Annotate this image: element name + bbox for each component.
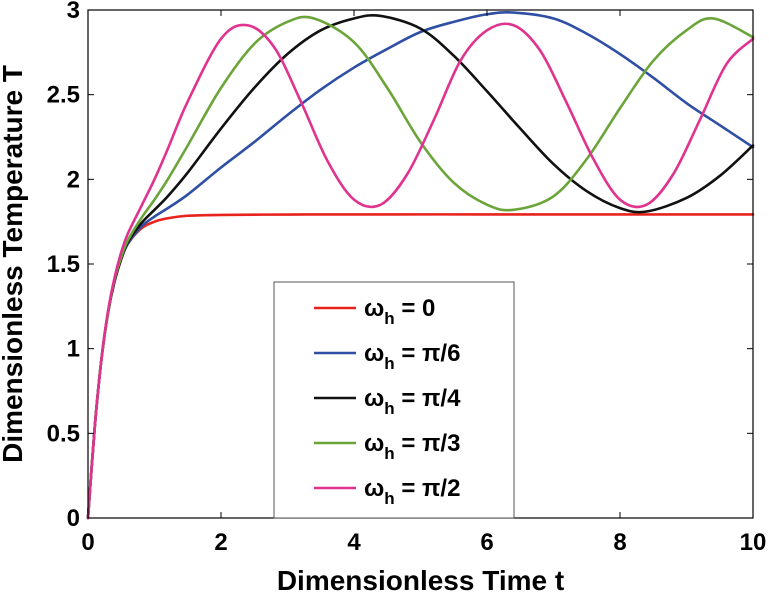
- series-line-4: [86, 22, 755, 520]
- legend: ωh = 0 ωh = π/6 ωh = π/4 ωh = π/3 ωh = π/2: [273, 281, 515, 519]
- y-axis-title: Dimensionless Temperature T: [0, 65, 28, 463]
- legend-label-2: ωh = π/4: [364, 385, 461, 418]
- legend-label-1: ωh = π/6: [364, 340, 460, 373]
- x-tick-label: 0: [81, 529, 94, 556]
- x-tick-label: 6: [480, 529, 493, 556]
- ticks-layer: 0 2 4 6 8 10 0 0.5 1 1.5 2 2.5 3: [47, 0, 767, 556]
- y-tick-label: 1: [67, 336, 80, 363]
- y-tick-label: 2: [67, 166, 80, 193]
- x-tick-label: 8: [613, 529, 626, 556]
- legend-label-3: ωh = π/3: [364, 430, 460, 463]
- x-tick-label: 2: [214, 529, 227, 556]
- legend-box: [273, 281, 515, 519]
- y-tick-label: 1.5: [47, 251, 80, 278]
- x-tick-label: 4: [347, 529, 361, 556]
- y-tick-label: 0: [67, 505, 80, 532]
- y-tick-label: 3: [67, 0, 80, 24]
- series-layer: [86, 10, 755, 520]
- legend-label-0: ωh = 0: [364, 295, 435, 328]
- y-tick-label: 0.5: [47, 420, 80, 447]
- legend-label-4: ωh = π/2: [364, 475, 460, 508]
- x-axis-title: Dimensionless Time t: [277, 565, 564, 596]
- x-tick-label: 10: [740, 529, 767, 556]
- y-tick-label: 2.5: [47, 82, 80, 109]
